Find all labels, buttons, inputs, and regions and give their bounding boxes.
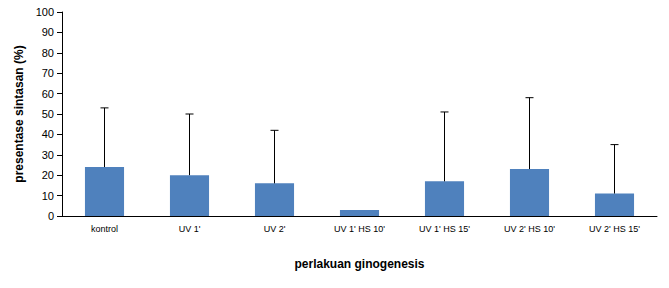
svg-text:20: 20 (42, 169, 54, 181)
svg-text:90: 90 (42, 26, 54, 38)
svg-text:80: 80 (42, 47, 54, 59)
svg-text:100: 100 (36, 6, 54, 18)
svg-text:60: 60 (42, 88, 54, 100)
svg-text:presentase sintasan (%): presentase sintasan (%) (12, 45, 26, 182)
svg-text:UV 1' HS 15': UV 1' HS 15' (419, 224, 470, 234)
svg-text:30: 30 (42, 149, 54, 161)
svg-text:UV 2' HS 10': UV 2' HS 10' (504, 224, 555, 234)
svg-text:perlakuan ginogenesis: perlakuan ginogenesis (294, 257, 424, 271)
svg-text:50: 50 (42, 108, 54, 120)
svg-text:UV 2' HS 15': UV 2' HS 15' (589, 224, 640, 234)
svg-text:0: 0 (48, 210, 54, 222)
svg-text:70: 70 (42, 67, 54, 79)
svg-text:UV 1' HS 10': UV 1' HS 10' (334, 224, 385, 234)
svg-text:40: 40 (42, 128, 54, 140)
svg-text:10: 10 (42, 190, 54, 202)
svg-text:UV 2': UV 2' (264, 224, 286, 234)
svg-text:kontrol: kontrol (91, 224, 118, 234)
svg-text:UV 1': UV 1' (179, 224, 201, 234)
